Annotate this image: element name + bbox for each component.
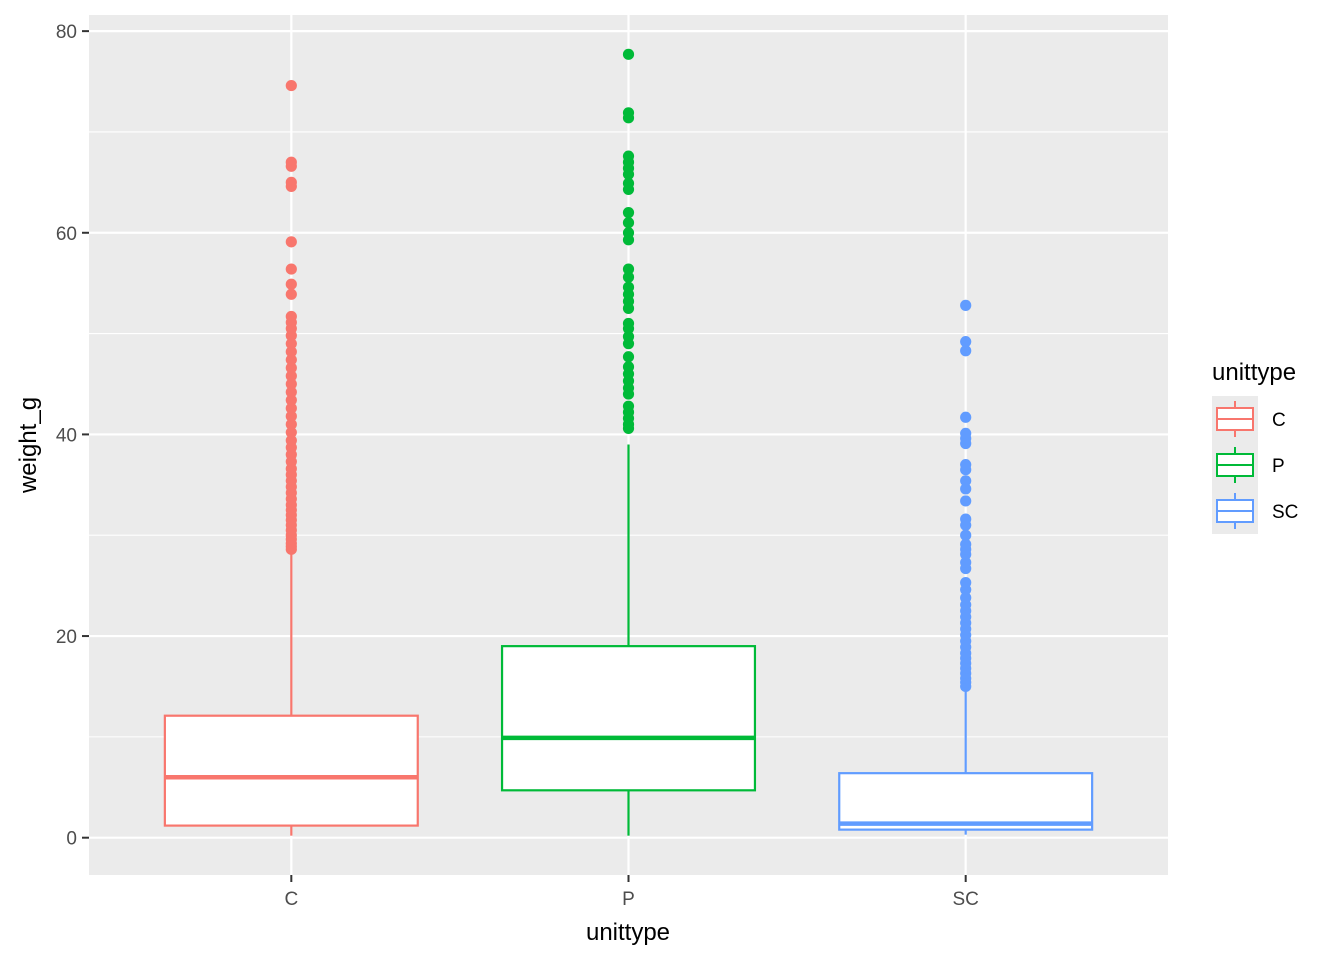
outlier-point [622,400,635,412]
y-tick-label: 40 [56,425,77,446]
outlier-point [285,354,297,366]
y-tick-label: 20 [56,627,77,648]
outlier-point [622,48,635,60]
outlier-point [622,107,635,119]
outlier-point [285,176,297,188]
x-tick-label: P [622,889,635,910]
outlier-point [285,346,297,358]
outlier-point [285,310,297,323]
outlier-point [622,207,635,219]
outlier-point [622,177,635,189]
outlier-point [285,362,297,374]
outlier-point [285,386,297,398]
legend-keys: C P SC [1212,396,1298,534]
outlier-point [960,427,972,440]
outlier-point [960,345,972,357]
box [838,772,1094,831]
outlier-point [622,361,635,373]
box-layer [163,48,1094,836]
outlier-point [285,236,297,248]
y-tick-label: 0 [66,829,77,850]
outlier-point [960,483,972,495]
legend-label-p: P [1272,456,1285,477]
legend-key-p: P [1212,442,1285,488]
y-axis: 0 20 40 60 80 [56,22,89,850]
legend-key-c: C [1212,396,1286,442]
legend-key-sc: SC [1212,488,1298,534]
legend-label-sc: SC [1272,502,1298,523]
outlier-point [285,378,297,390]
outlier-point [960,336,972,348]
outlier-point [285,156,297,168]
box-group-c [163,79,419,836]
outlier-point [960,513,972,525]
outlier-point [622,281,635,293]
outlier-point [960,592,972,604]
y-tick-label: 60 [56,224,77,245]
box-group-p [500,48,757,836]
outlier-point [285,288,297,300]
y-tick-label: 80 [56,22,77,43]
outlier-point [285,278,297,290]
y-axis-title: weight_g [15,397,42,494]
outlier-point [622,271,635,283]
outlier-point [960,538,972,550]
outlier-point [622,317,635,330]
outlier-point [285,338,297,350]
outlier-point [622,351,635,363]
legend-title: unittype [1212,359,1296,386]
outlier-point [285,434,297,447]
outlier-point [285,394,297,406]
box [163,714,419,827]
x-axis-title: unittype [586,919,670,946]
outlier-point [285,410,297,422]
outlier-point [622,217,635,229]
outlier-point [622,227,635,239]
outlier-point [285,370,297,382]
box [500,645,757,792]
legend: unittype C P SC [1212,359,1298,534]
outlier-point [960,529,972,541]
outlier-point [960,475,972,487]
outlier-point [285,263,297,275]
outlier-point [960,495,972,507]
outlier-point [622,331,635,343]
outlier-point [960,577,972,589]
legend-label-c: C [1272,410,1286,431]
outlier-point [960,299,972,311]
x-tick-label: C [284,889,298,910]
outlier-point [285,418,297,430]
outlier-point [285,426,297,438]
outlier-point [622,150,635,162]
outlier-point [960,556,972,569]
outlier-point [285,79,297,92]
box-group-sc [838,299,1094,835]
outlier-point [622,263,635,275]
outlier-point [285,402,297,414]
outlier-point [960,459,972,471]
x-tick-label: SC [952,889,978,910]
outlier-point [960,411,972,423]
x-axis: C P SC [284,875,979,910]
